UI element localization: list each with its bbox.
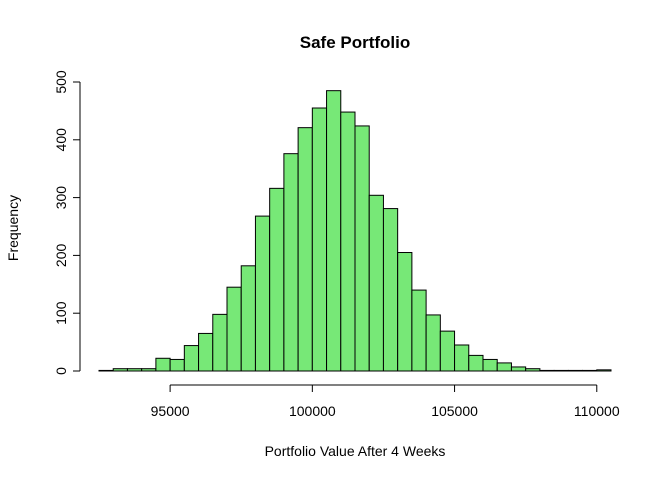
histogram-bar	[454, 344, 470, 372]
histogram-bar	[326, 90, 342, 372]
histogram-bar	[283, 153, 299, 372]
histogram-bar	[198, 332, 214, 372]
histogram-bars	[98, 90, 612, 372]
y-tick-label: 0	[53, 367, 69, 375]
histogram-bar	[297, 127, 313, 372]
histogram-bar	[112, 368, 128, 372]
histogram-bar	[553, 369, 569, 372]
histogram-bar	[510, 366, 527, 372]
histogram-bar	[311, 107, 328, 372]
y-tick-label: 200	[53, 244, 69, 268]
y-axis: 0 100 200 300 400 500	[53, 70, 81, 375]
histogram-bar	[382, 208, 399, 372]
histogram-bar	[141, 368, 157, 372]
histogram-bar	[269, 187, 285, 372]
histogram-bar	[596, 369, 612, 372]
x-axis-label: Portfolio Value After 4 Weeks	[265, 443, 446, 459]
histogram-bar	[212, 313, 228, 372]
histogram-bar	[582, 369, 598, 372]
chart-title: Safe Portfolio	[300, 33, 411, 52]
histogram-bar	[539, 369, 555, 372]
histogram-bar	[354, 125, 370, 372]
x-tick-label: 100000	[289, 403, 336, 419]
histogram-bar	[482, 358, 498, 372]
y-tick-label: 300	[53, 186, 69, 210]
histogram-bar	[496, 362, 512, 372]
histogram-bar	[126, 368, 143, 372]
histogram-bar	[183, 345, 200, 372]
histogram-bar	[340, 111, 356, 372]
histogram-bar	[254, 215, 271, 372]
histogram-bar	[226, 286, 242, 372]
x-tick-label: 105000	[431, 403, 478, 419]
y-tick-label: 500	[53, 70, 69, 94]
histogram-bar	[368, 194, 384, 372]
histogram-bar	[411, 289, 427, 372]
x-axis: 95000 100000 105000 110000	[151, 384, 620, 419]
histogram-bar	[425, 314, 441, 372]
y-axis-label: Frequency	[5, 195, 21, 261]
x-tick-label: 95000	[151, 403, 190, 419]
histogram-bar	[525, 368, 541, 372]
y-tick-label: 400	[53, 128, 69, 152]
histogram-bar	[98, 369, 114, 372]
histogram-bar	[567, 369, 584, 372]
histogram-bar	[169, 358, 185, 372]
histogram-bar	[468, 354, 484, 372]
histogram-bar	[155, 357, 171, 372]
histogram-bar	[240, 265, 256, 372]
y-tick-label: 100	[53, 301, 69, 325]
x-tick-label: 110000	[574, 403, 620, 419]
histogram-bar	[397, 252, 413, 372]
histogram-bar	[439, 330, 456, 372]
